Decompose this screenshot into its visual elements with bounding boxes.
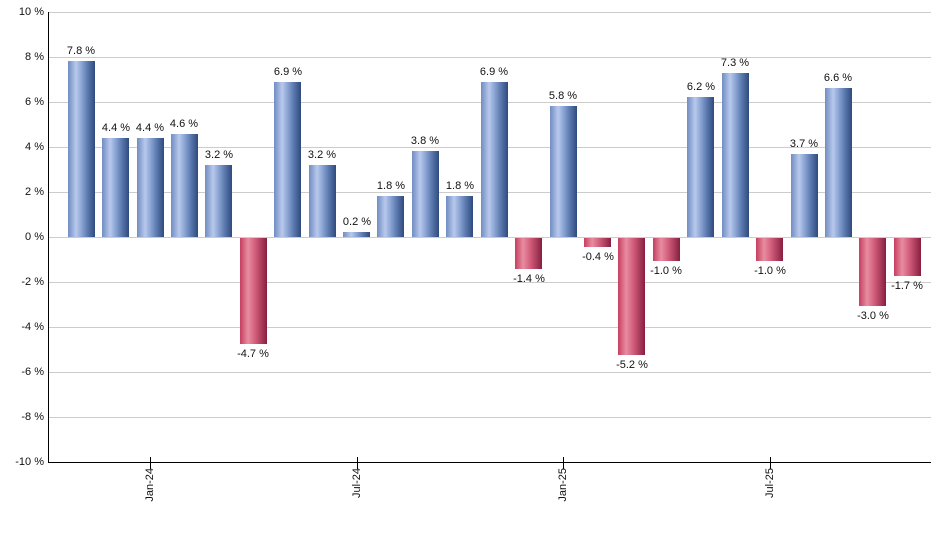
bar-Jul-25 xyxy=(756,238,783,261)
bar-value-label-Jan-25: 5.8 % xyxy=(548,90,578,102)
x-axis-tick-label-Jan-24: Jan-24 xyxy=(144,468,156,502)
bar-value-label-Jun-24: 3.2 % xyxy=(307,149,337,161)
bar-value-label-Jan-24: 4.4 % xyxy=(135,122,165,134)
y-axis-tick-label: 8 % xyxy=(25,51,44,63)
bar-Jun-24 xyxy=(309,165,336,237)
bar-value-label-Mar-25: -5.2 % xyxy=(616,359,648,371)
gridline--6pct xyxy=(48,372,931,373)
gridline-0pct xyxy=(48,237,931,238)
bar-value-label-Nov-25: -1.7 % xyxy=(891,280,923,292)
bar-value-label-May-24: 6.9 % xyxy=(273,66,303,78)
gridline--2pct xyxy=(48,282,931,283)
bar-value-label-Jun-25: 7.3 % xyxy=(720,57,750,69)
bar-value-label-Aug-25: 3.7 % xyxy=(789,138,819,150)
bar-Dec-23 xyxy=(102,138,129,237)
y-axis-tick-label: 4 % xyxy=(25,141,44,153)
bar-value-label-Aug-24: 1.8 % xyxy=(376,180,406,192)
bar-Oct-25 xyxy=(859,238,886,306)
y-axis-tick-label: 0 % xyxy=(25,231,44,243)
gridline-8pct xyxy=(48,57,931,58)
bar-Jan-24 xyxy=(137,138,164,237)
bar-value-label-Nov-24: 6.9 % xyxy=(479,66,509,78)
x-axis-tick-label-Jul-24: Jul-24 xyxy=(351,468,363,498)
bar-Mar-25 xyxy=(618,238,645,355)
bar-Oct-24 xyxy=(446,196,473,237)
y-axis-tick-label: -8 % xyxy=(21,411,44,423)
x-axis-tick-Jan-25 xyxy=(563,457,564,469)
bar-Jul-24 xyxy=(343,232,370,237)
bar-Aug-25 xyxy=(791,154,818,237)
bar-Apr-25 xyxy=(653,238,680,261)
gridline-10pct xyxy=(48,12,931,13)
bar-value-label-May-25: 6.2 % xyxy=(686,81,716,93)
bar-value-label-Mar-24: 3.2 % xyxy=(204,149,234,161)
x-axis-tick-Jul-24 xyxy=(357,457,358,469)
y-axis-tick-label: 10 % xyxy=(18,6,44,18)
y-axis-line xyxy=(48,12,49,463)
bar-Aug-24 xyxy=(377,196,404,237)
y-axis-tick-label: -6 % xyxy=(21,366,44,378)
x-axis-tick-Jan-24 xyxy=(150,457,151,469)
bar-Nov-24 xyxy=(481,82,508,237)
bar-value-label-Oct-25: -3.0 % xyxy=(857,310,889,322)
bar-Jan-25 xyxy=(550,106,577,237)
bar-Sep-25 xyxy=(825,88,852,237)
bar-Nov-23 xyxy=(68,61,95,237)
gridline--4pct xyxy=(48,327,931,328)
y-axis-tick-label: 6 % xyxy=(25,96,44,108)
bar-value-label-Sep-25: 6.6 % xyxy=(823,72,853,84)
bar-Feb-24 xyxy=(171,134,198,237)
y-axis-tick-label: -4 % xyxy=(21,321,44,333)
x-axis-tick-Jul-25 xyxy=(770,457,771,469)
bar-value-label-Dec-24: -1.4 % xyxy=(513,273,545,285)
bar-Dec-24 xyxy=(515,238,542,269)
x-axis-tick-label-Jul-25: Jul-25 xyxy=(764,468,776,498)
bar-value-label-Feb-25: -0.4 % xyxy=(582,251,614,263)
y-axis-tick-label: 2 % xyxy=(25,186,44,198)
bar-value-label-Oct-24: 1.8 % xyxy=(445,180,475,192)
x-axis-line xyxy=(48,462,931,463)
gridline--8pct xyxy=(48,417,931,418)
bar-value-label-Nov-23: 7.8 % xyxy=(66,45,96,57)
bar-value-label-Jul-25: -1.0 % xyxy=(754,265,786,277)
bar-value-label-Dec-23: 4.4 % xyxy=(101,122,131,134)
bar-value-label-Sep-24: 3.8 % xyxy=(410,135,440,147)
bar-Jun-25 xyxy=(722,73,749,237)
bar-value-label-Apr-24: -4.7 % xyxy=(237,348,269,360)
bar-value-label-Apr-25: -1.0 % xyxy=(650,265,682,277)
bar-value-label-Feb-24: 4.6 % xyxy=(169,118,199,130)
bar-May-24 xyxy=(274,82,301,237)
bar-Mar-24 xyxy=(205,165,232,237)
bar-Apr-24 xyxy=(240,238,267,344)
bar-Feb-25 xyxy=(584,238,611,247)
y-axis-tick-label: -2 % xyxy=(21,276,44,288)
bar-value-label-Jul-24: 0.2 % xyxy=(342,216,372,228)
bar-Nov-25 xyxy=(894,238,921,276)
x-axis-tick-label-Jan-25: Jan-25 xyxy=(557,468,569,502)
y-axis-tick-label: -10 % xyxy=(15,456,44,468)
bar-May-25 xyxy=(687,97,714,237)
bar-Sep-24 xyxy=(412,151,439,237)
